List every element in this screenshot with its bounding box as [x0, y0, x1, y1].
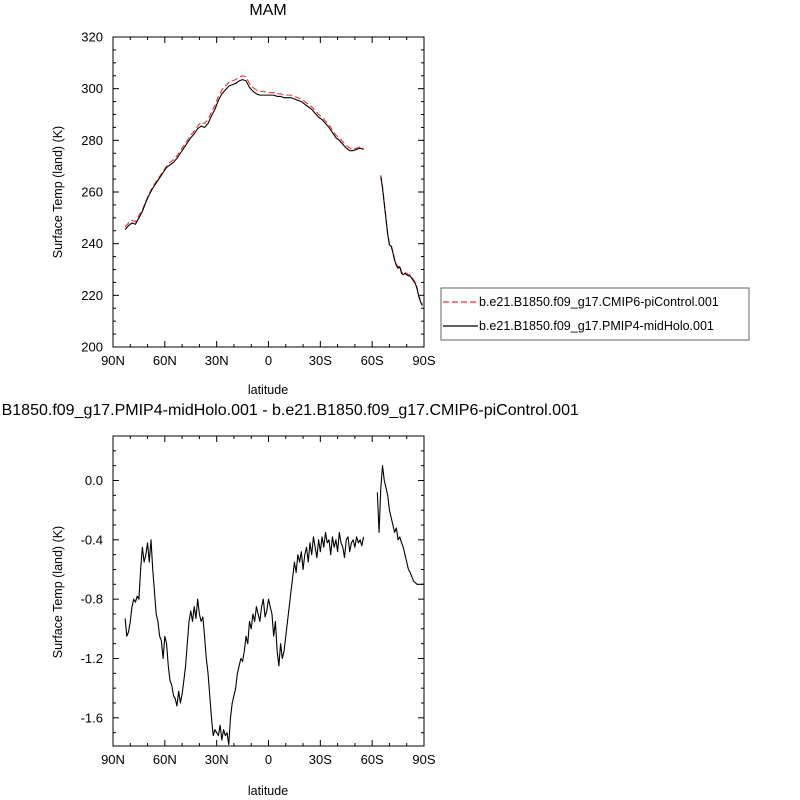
- y-tick-label: 300: [81, 81, 103, 96]
- legend-label-midholo: b.e21.B1850.f09_g17.PMIP4-midHolo.001: [479, 319, 714, 333]
- x-axis-label: latitude: [248, 784, 288, 798]
- y-tick-label: 0.0: [85, 473, 103, 488]
- legend: b.e21.B1850.f09_g17.CMIP6-piControl.001 …: [440, 287, 750, 341]
- legend-box: [440, 287, 750, 341]
- series-midholo-line: [380, 176, 423, 306]
- x-tick-label: 0: [265, 353, 272, 368]
- x-tick-label: 60N: [153, 752, 177, 767]
- series-picontrol-line: [124, 75, 364, 228]
- x-tick-label: 60S: [361, 752, 384, 767]
- plot-area: 90N 60N 30N 0 30S 60S 90S 200 220 240 260 280 300 320: [81, 30, 436, 369]
- y-axis-label: Surface Temp (land) (K): [51, 526, 65, 658]
- plot-frame: [112, 435, 425, 747]
- x-tick-label: 90S: [412, 752, 435, 767]
- x-tick-label: 60S: [361, 353, 384, 368]
- x-tick-label: 30S: [309, 752, 332, 767]
- legend-label-picontrol: b.e21.B1850.f09_g17.CMIP6-piControl.001: [479, 295, 719, 309]
- x-tick-label: 60N: [153, 353, 177, 368]
- y-tick-label: 320: [81, 30, 103, 45]
- series-difference-line: [376, 465, 424, 585]
- series-difference-line: [124, 531, 365, 746]
- x-tick-label: 90S: [412, 353, 435, 368]
- x-tick-label: 90N: [101, 353, 125, 368]
- y-tick-label: 200: [81, 340, 103, 355]
- x-tick-label: 0: [265, 752, 272, 767]
- y-axis-label: Surface Temp (land) (K): [51, 126, 65, 258]
- y-tick-label: -1.6: [81, 710, 103, 725]
- series-midholo-line: [124, 79, 364, 230]
- x-tick-label: 30N: [205, 353, 229, 368]
- y-tick-label: 220: [81, 288, 103, 303]
- y-tick-label: -0.4: [81, 532, 103, 547]
- x-tick-label: 30S: [309, 353, 332, 368]
- x-axis-label: latitude: [248, 383, 288, 397]
- y-tick-label: -1.2: [81, 651, 103, 666]
- panel-difference: b.e21.B1850.f09_g17.PMIP4-midHolo.001 - …: [0, 402, 579, 798]
- plot-frame: [112, 36, 425, 348]
- chart-title: MAM: [249, 2, 286, 19]
- y-tick-label: 260: [81, 185, 103, 200]
- x-tick-label: 90N: [101, 752, 125, 767]
- panel-mam-temperature: MAM 90N 60N 30N 0 30S 60S 90S 200 220 240 260 280 30…: [51, 2, 750, 397]
- y-tick-label: 240: [81, 236, 103, 251]
- y-tick-label: -0.8: [81, 592, 103, 607]
- plot-area: 90N 60N 30N 0 30S 60S 90S 0.0 -0.4 -0.8 -1.2 -1.6: [81, 435, 436, 767]
- x-tick-label: 30N: [205, 752, 229, 767]
- chart-title: b.e21.B1850.f09_g17.PMIP4-midHolo.001 - …: [0, 402, 579, 419]
- y-tick-label: 280: [81, 133, 103, 148]
